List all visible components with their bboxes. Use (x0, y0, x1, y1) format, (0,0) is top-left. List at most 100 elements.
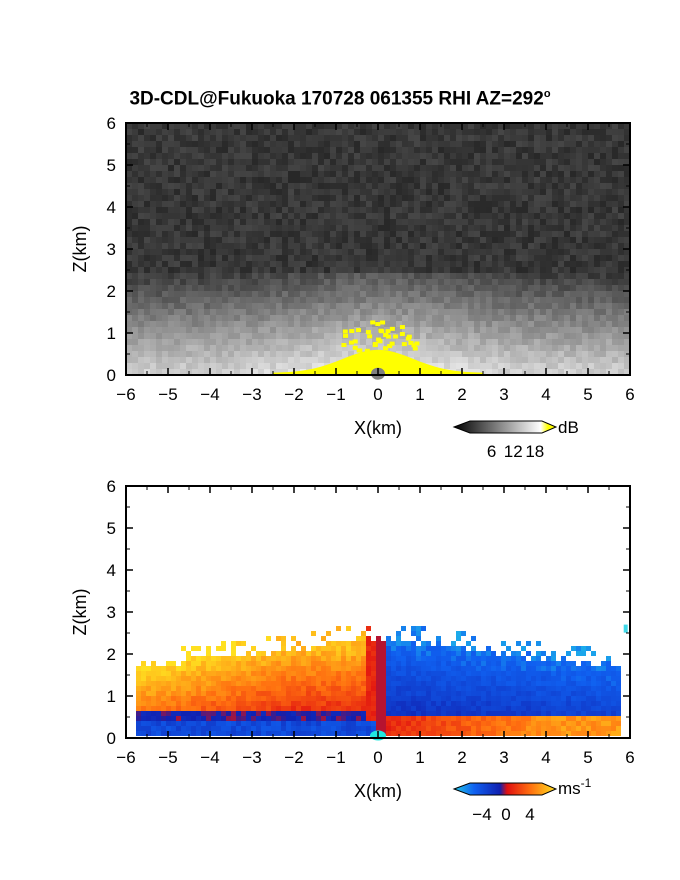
snr-cell (408, 327, 414, 333)
snr-cell (168, 141, 174, 147)
snr-cell (342, 141, 348, 147)
snr-cell (186, 225, 192, 231)
snr-cell (390, 225, 396, 231)
snr-cell (234, 183, 240, 189)
snr-cell (498, 369, 504, 375)
snr-cell (534, 213, 540, 219)
snr-cell (186, 351, 192, 357)
snr-cell (318, 159, 324, 165)
snr-cell (348, 249, 354, 255)
snr-cell (396, 195, 402, 201)
snr-cell (342, 291, 348, 297)
snr-cell (528, 255, 534, 261)
snr-cell (384, 273, 390, 279)
snr-cell (414, 147, 420, 153)
snr-cell (570, 147, 576, 153)
snr-cell (300, 225, 306, 231)
snr-cell (150, 231, 156, 237)
velocity-cell (561, 686, 566, 691)
snr-cell (624, 285, 630, 291)
snr-cell (522, 153, 528, 159)
velocity-cell (521, 676, 526, 681)
snr-cell (186, 231, 192, 237)
snr-cell (624, 207, 630, 213)
snr-cell (168, 213, 174, 219)
velocity-cell (451, 651, 456, 656)
velocity-cell (566, 691, 571, 696)
snr-cell (390, 279, 396, 285)
velocity-cell (606, 686, 611, 691)
velocity-cell (346, 686, 351, 691)
snr-cell (582, 123, 588, 129)
snr-cell (168, 243, 174, 249)
snr-cell (420, 315, 426, 321)
velocity-cell (166, 681, 171, 686)
snr-cell (258, 273, 264, 279)
snr-cell (384, 339, 390, 345)
snr-cell (180, 345, 186, 351)
velocity-cell (236, 641, 241, 646)
velocity-cell (456, 676, 461, 681)
snr-cell (552, 171, 558, 177)
snr-cell (384, 129, 390, 135)
snr-cell (420, 231, 426, 237)
snr-cell (234, 369, 240, 375)
snr-cell (276, 219, 282, 225)
velocity-cell (536, 696, 541, 701)
snr-cell (222, 141, 228, 147)
snr-cell (150, 243, 156, 249)
velocity-cell (421, 666, 426, 671)
velocity-cell (476, 676, 481, 681)
snr-cell (456, 201, 462, 207)
velocity-cell (311, 681, 316, 686)
snr-cell (186, 303, 192, 309)
snr-cell (156, 201, 162, 207)
snr-cell (240, 255, 246, 261)
snr-cell (360, 183, 366, 189)
snr-cell (126, 189, 132, 195)
snr-cell (234, 219, 240, 225)
snr-cell (246, 351, 252, 357)
snr-cell (276, 141, 282, 147)
snr-cell (522, 243, 528, 249)
snr-cell (240, 171, 246, 177)
snr-cell (132, 213, 138, 219)
snr-cell (234, 279, 240, 285)
snr-cell (576, 297, 582, 303)
snr-cell (216, 333, 222, 339)
snr-cell (288, 129, 294, 135)
snr-cell (150, 225, 156, 231)
velocity-cell (306, 666, 311, 671)
snr-cell (618, 237, 624, 243)
velocity-cell (606, 706, 611, 711)
velocity-cell (286, 661, 291, 666)
snr-cell (588, 345, 594, 351)
snr-cell (480, 255, 486, 261)
snr-cell (474, 237, 480, 243)
snr-cell (390, 255, 396, 261)
snr-cell (288, 141, 294, 147)
velocity-cell (421, 696, 426, 701)
snr-cell (240, 369, 246, 375)
snr-cell (534, 231, 540, 237)
velocity-cell (536, 661, 541, 666)
snr-cell (204, 327, 210, 333)
snr-cell (312, 297, 318, 303)
velocity-cell (386, 641, 391, 646)
snr-cell (324, 147, 330, 153)
snr-cell (294, 357, 300, 363)
snr-cell (426, 219, 432, 225)
snr-cell (222, 177, 228, 183)
velocity-cell (306, 706, 311, 711)
velocity-cell (346, 651, 351, 656)
snr-cell (204, 195, 210, 201)
snr-cell (426, 339, 432, 345)
snr-cell (414, 327, 420, 333)
snr-cell (480, 231, 486, 237)
snr-cell (150, 219, 156, 225)
snr-cell (480, 243, 486, 249)
velocity-cell (551, 691, 556, 696)
snr-cell (276, 255, 282, 261)
snr-cell (468, 213, 474, 219)
snr-cell (468, 237, 474, 243)
